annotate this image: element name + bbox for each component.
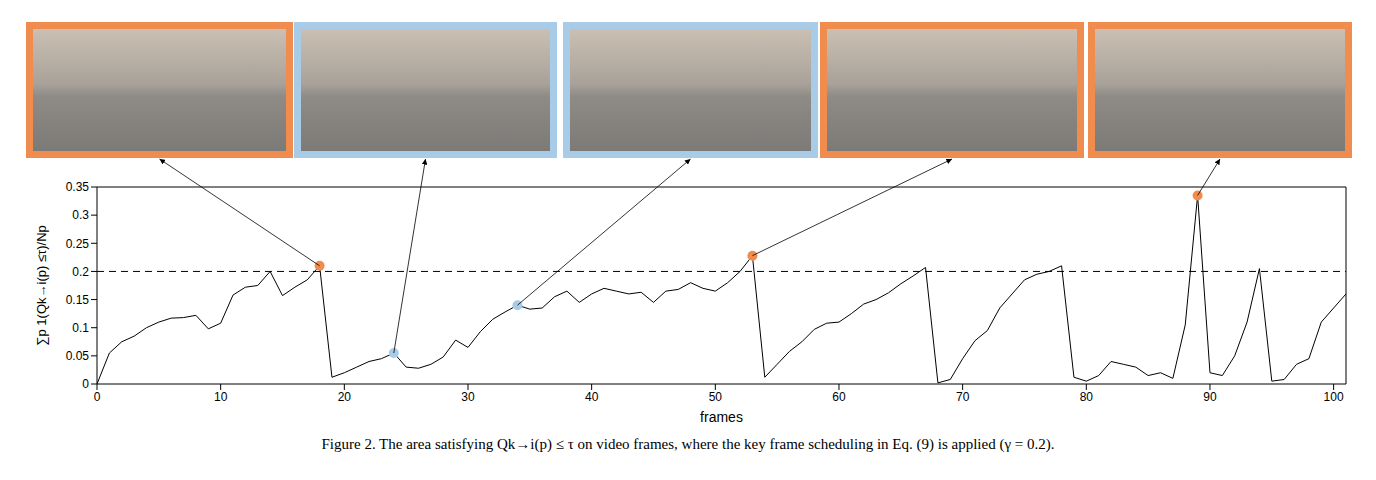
svg-text:10: 10 xyxy=(214,390,228,404)
svg-text:frames: frames xyxy=(700,409,743,425)
svg-text:30: 30 xyxy=(461,390,475,404)
svg-text:100: 100 xyxy=(1324,390,1344,404)
svg-text:70: 70 xyxy=(956,390,970,404)
svg-text:∑p 1(Qk→i(p) ≤τ)/Np: ∑p 1(Qk→i(p) ≤τ)/Np xyxy=(34,225,49,346)
svg-text:0: 0 xyxy=(94,390,101,404)
svg-text:0.2: 0.2 xyxy=(72,265,89,279)
svg-text:20: 20 xyxy=(338,390,352,404)
svg-text:50: 50 xyxy=(709,390,723,404)
svg-text:80: 80 xyxy=(1080,390,1094,404)
svg-text:40: 40 xyxy=(585,390,599,404)
svg-text:60: 60 xyxy=(832,390,846,404)
svg-text:0: 0 xyxy=(82,377,89,391)
svg-text:0.05: 0.05 xyxy=(66,349,90,363)
svg-text:0.25: 0.25 xyxy=(66,237,90,251)
svg-text:0.35: 0.35 xyxy=(66,180,90,194)
svg-text:0.1: 0.1 xyxy=(72,321,89,335)
svg-text:0.15: 0.15 xyxy=(66,293,90,307)
html-text:Figure 2. The area satisfying: Figure 2. The area satisfying Qk→i(p) ≤ … xyxy=(321,436,1055,452)
svg-text:90: 90 xyxy=(1203,390,1217,404)
svg-text:0.3: 0.3 xyxy=(72,208,89,222)
